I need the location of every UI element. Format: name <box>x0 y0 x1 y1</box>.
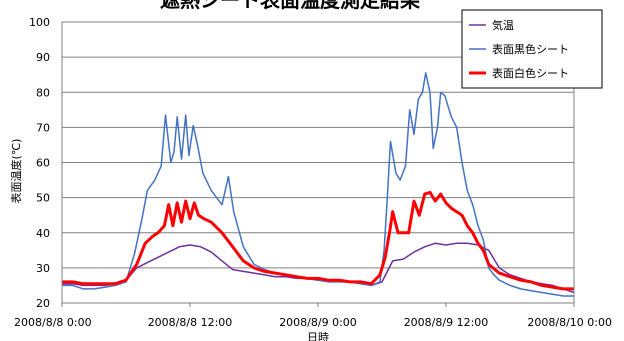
y-tick-label: 80 <box>36 86 50 99</box>
x-tick-label: 2008/8/10 0:00 <box>527 316 612 329</box>
x-tick-label: 2008/8/8 12:00 <box>148 316 233 329</box>
x-tick-label: 2008/8/8 0:00 <box>14 316 92 329</box>
x-tick-label: 2008/8/9 12:00 <box>404 316 489 329</box>
y-tick-label: 100 <box>29 16 50 29</box>
y-tick-label: 20 <box>36 297 50 310</box>
legend-label-3: 表面白色シート <box>492 66 569 80</box>
y-tick-label: 50 <box>36 192 50 205</box>
legend-label-1: 気温 <box>492 18 514 32</box>
series-layer <box>62 72 575 297</box>
series-line-3 <box>62 190 574 291</box>
chart-title: 遮熱シート表面温度測定結果 <box>160 0 420 12</box>
x-axis-title: 日時 <box>307 331 329 341</box>
x-axis-ticks: 2008/8/8 0:00 2008/8/8 12:00 2008/8/9 0:00… <box>14 303 612 329</box>
y-tick-label: 70 <box>36 121 50 134</box>
x-tick-label: 2008/8/9 0:00 <box>279 316 357 329</box>
y-tick-label: 30 <box>36 262 50 275</box>
y-tick-label: 60 <box>36 157 50 170</box>
y-tick-label: 90 <box>36 51 50 64</box>
y-tick-label: 40 <box>36 227 50 240</box>
legend-label-2: 表面黒色シート <box>492 42 569 56</box>
y-axis-title: 表面温度(℃) <box>9 139 23 204</box>
y-axis-ticks: 20 30 40 50 60 70 80 90 100 <box>29 16 50 310</box>
